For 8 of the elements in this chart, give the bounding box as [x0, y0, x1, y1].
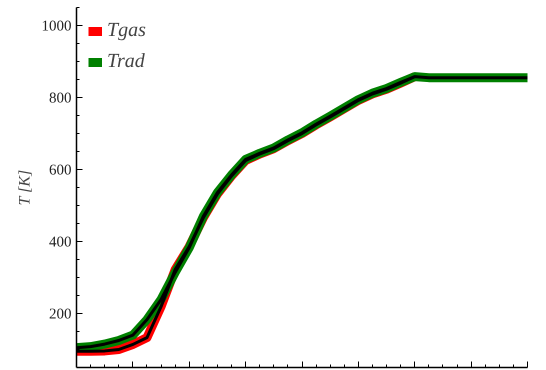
y-tick-label: 800: [49, 90, 72, 106]
legend-label: Tgas: [107, 19, 146, 42]
y-tick-label: 1000: [42, 18, 72, 34]
legend-label: Trad: [107, 50, 145, 73]
y-tick-label: 600: [49, 162, 72, 178]
y-axis-title: T [K]: [16, 170, 34, 206]
y-tick-label: 400: [49, 234, 72, 250]
y-tick-label: 200: [49, 306, 72, 322]
